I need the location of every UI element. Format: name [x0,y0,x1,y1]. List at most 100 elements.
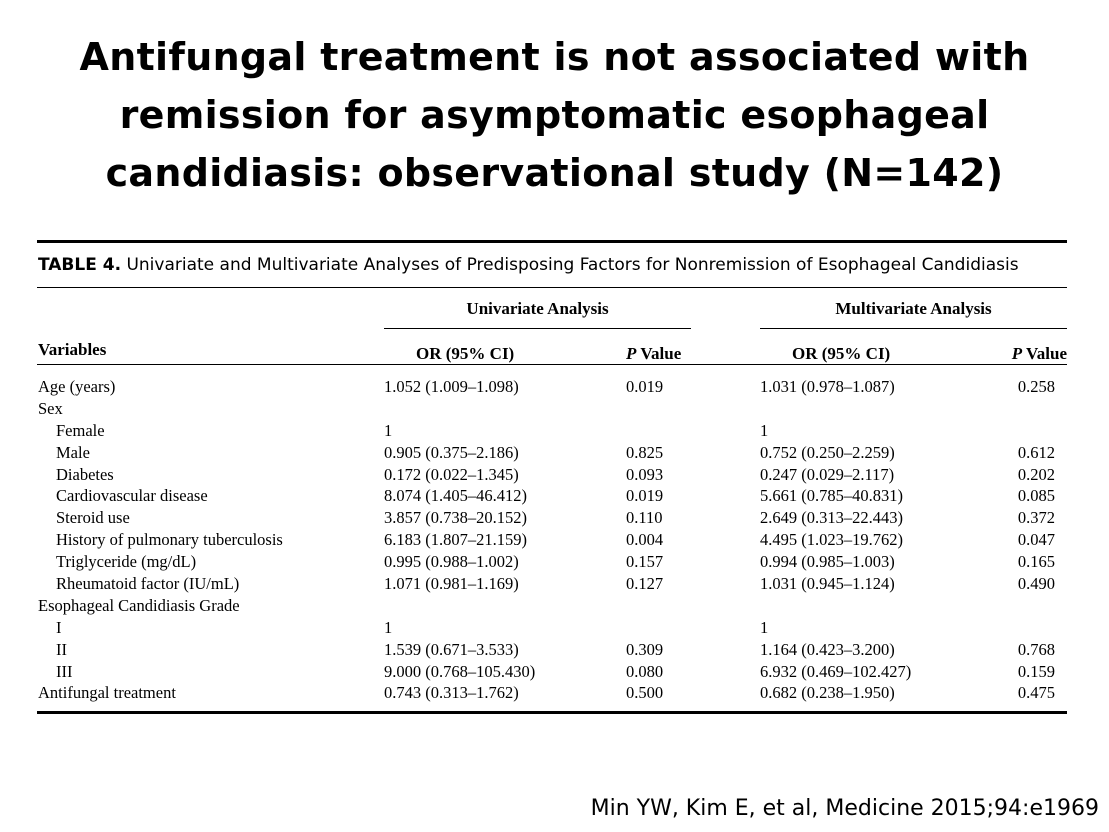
table-row: Male 0.905 (0.375–2.186) 0.825 0.752 (0.250… [37,443,1067,465]
univariate-or-cell: 1.071 (0.981–1.169) [384,574,519,594]
univariate-or-cell: 0.172 (0.022–1.345) [384,464,519,484]
table-top-rule [37,240,1067,243]
variable-cell: Diabetes [56,464,114,484]
univariate-p-cell: 0.093 [626,464,664,484]
univariate-p-cell: 0.019 [626,377,664,396]
multivariate-p-cell: 0.047 [1017,530,1055,550]
col-header-variables: Variables [38,340,107,359]
variable-cell: Antifungal treatment [38,683,176,703]
table-row: Age (years) 1.052 (1.009–1.098) 0.019 1.031… [37,377,1067,399]
group-univariate: Univariate Analysis [466,299,609,318]
slide-title-line: Antifungal treatment is not associated w… [79,35,1030,79]
table-caption: TABLE 4. Univariate and Multivariate Ana… [37,243,1067,281]
table-row: Diabetes 0.172 (0.022–1.345) 0.093 0.247 (0… [37,465,1067,487]
variable-cell: Female [56,420,105,440]
table-row: III 9.000 (0.768–105.430) 0.080 6.932 (0.46… [37,662,1067,684]
col-header-multivariate-or: OR (95% CI) [792,344,891,363]
variable-cell: II [56,639,67,659]
table-header: Univariate Analysis Multivariate Analysi… [37,288,1067,364]
table-row: Antifungal treatment 0.743 (0.313–1.762) 0… [37,683,1067,705]
univariate-or-cell: 1.539 (0.671–3.533) [384,639,519,659]
univariate-or-cell: 0.995 (0.988–1.002) [384,552,519,572]
col-header-univariate-or: OR (95% CI) [416,344,515,363]
multivariate-or-cell: 0.682 (0.238–1.950) [760,683,895,703]
table-body: Age (years) 1.052 (1.009–1.098) 0.019 1.031… [37,365,1067,711]
p-rest: Value [1022,344,1067,363]
univariate-or-cell: 0.905 (0.375–2.186) [384,442,519,462]
table-row: History of pulmonary tuberculosis 6.183 (… [37,530,1067,552]
table-bottom-rule [37,711,1067,715]
univariate-p-cell: 0.309 [626,639,664,659]
univariate-p-cell: 0.080 [626,661,664,681]
multivariate-p-cell: 0.372 [1017,508,1055,528]
variable-cell: Steroid use [56,508,130,528]
table-caption-label: TABLE 4. [38,255,122,275]
multivariate-or-cell: 1.031 (0.945–1.124) [760,574,895,594]
multivariate-or-cell: 0.752 (0.250–2.259) [760,442,895,462]
variable-cell: Age (years) [38,377,116,396]
multivariate-p-cell: 0.475 [1017,683,1055,703]
univariate-or-cell: 0.743 (0.313–1.762) [384,683,519,703]
table-row: II 1.539 (0.671–3.533) 0.309 1.164 (0.423–3… [37,640,1067,662]
univariate-or-cell: 9.000 (0.768–105.430) [384,661,536,681]
variable-cell: Cardiovascular disease [56,486,208,506]
univariate-or-cell: 1 [384,617,393,637]
multivariate-or-cell: 1.164 (0.423–3.200) [760,639,895,659]
table-row: Triglyceride (mg/dL) 0.995 (0.988–1.002) 0… [37,552,1067,574]
multivariate-p-cell: 0.085 [1017,486,1055,506]
multivariate-or-cell: 4.495 (1.023–19.762) [760,530,903,550]
table-row: Steroid use 3.857 (0.738–20.152) 0.110 2.64… [37,508,1067,530]
variable-cell: Sex [38,398,63,418]
multivariate-or-cell: 2.649 (0.313–22.443) [760,508,903,528]
p-rest: Value [636,344,682,363]
slide-title-line: remission for asymptomatic esophageal [119,93,990,137]
col-header-univariate-p: P Value [626,344,681,364]
slide-title: Antifungal treatment is not associated w… [40,28,1069,202]
group-univariate-rule [384,328,691,329]
multivariate-or-cell: 1.031 (0.978–1.087) [760,377,895,396]
table-row: Cardiovascular disease 8.074 (1.405–46.41… [37,486,1067,508]
multivariate-or-cell: 1 [760,420,769,440]
multivariate-p-cell: 0.159 [1017,661,1055,681]
group-multivariate: Multivariate Analysis [835,299,992,318]
univariate-or-cell: 1 [384,420,393,440]
multivariate-or-cell: 0.247 (0.029–2.117) [760,464,895,484]
multivariate-or-cell: 5.661 (0.785–40.831) [760,486,903,506]
variable-cell: I [56,617,62,637]
univariate-p-cell: 0.825 [626,442,664,462]
header-rule [37,364,1067,365]
univariate-p-cell: 0.157 [626,552,664,572]
p-italic: P [1011,344,1023,363]
variable-cell: Rheumatoid factor (IU/mL) [56,574,240,594]
col-header-multivariate-p: P Value [1012,344,1067,364]
multivariate-or-cell: 1 [760,617,769,637]
univariate-or-cell: 8.074 (1.405–46.412) [384,486,527,506]
citation: Min YW, Kim E, et al, Medicine 2015;94:e… [590,796,1099,821]
slide-title-line: candidiasis: observational study (N=142) [105,151,1004,195]
p-italic: P [626,344,637,363]
multivariate-p-cell: 0.490 [1017,574,1055,594]
multivariate-p-cell: 0.258 [1017,377,1055,396]
variable-cell: History of pulmonary tuberculosis [56,530,283,550]
table-row: Female 1 1 [37,421,1067,443]
multivariate-or-cell: 0.994 (0.985–1.003) [760,552,895,572]
univariate-or-cell: 3.857 (0.738–20.152) [384,508,527,528]
multivariate-p-cell: 0.612 [1017,442,1055,462]
table-row: Rheumatoid factor (IU/mL) 1.071 (0.981–1.… [37,574,1067,596]
univariate-p-cell: 0.004 [626,530,664,550]
univariate-p-cell: 0.110 [626,508,663,528]
results-table: TABLE 4. Univariate and Multivariate Ana… [37,240,1067,715]
univariate-p-cell: 0.500 [626,683,664,703]
variable-cell: Triglyceride (mg/dL) [56,552,197,572]
table-caption-text: Univariate and Multivariate Analyses of … [121,255,1019,275]
variable-cell: Male [56,442,90,462]
multivariate-or-cell: 6.932 (0.469–102.427) [760,661,912,681]
variable-cell: III [56,661,73,681]
caption-rule [37,287,1067,288]
univariate-p-cell: 0.127 [626,574,664,594]
multivariate-p-cell: 0.202 [1017,464,1055,484]
multivariate-p-cell: 0.768 [1017,639,1055,659]
variable-cell: Esophageal Candidiasis Grade [38,595,240,615]
univariate-p-cell: 0.019 [626,486,664,506]
group-multivariate-rule [760,328,1067,329]
